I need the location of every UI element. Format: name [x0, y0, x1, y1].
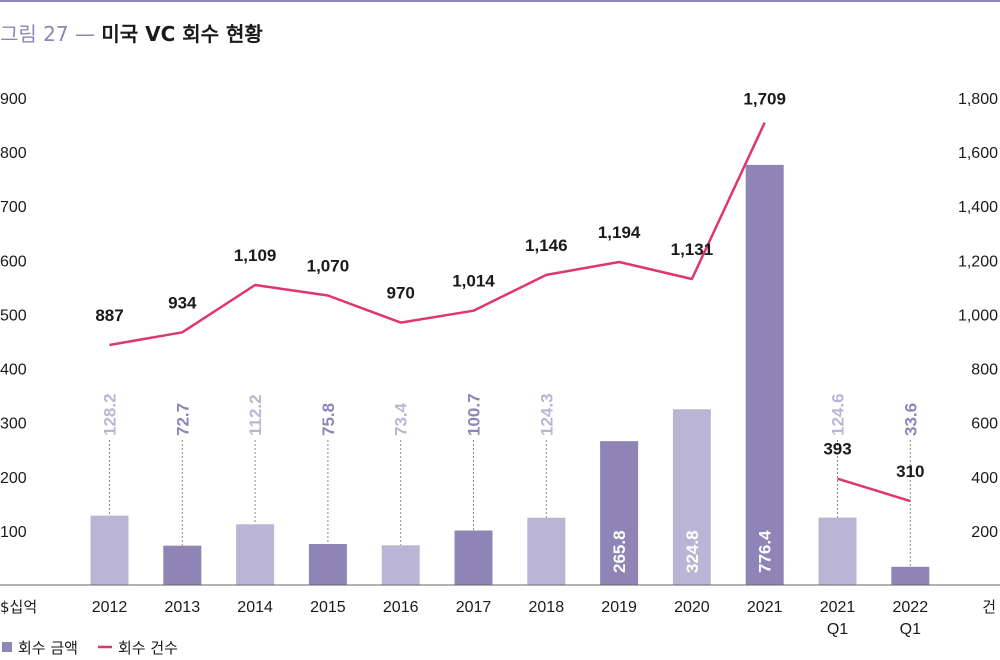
bar: [308, 543, 347, 585]
bar: [163, 545, 202, 585]
right-tick-label: 800: [971, 362, 998, 379]
right-axis: 200 400 600 800 1,000 1,200 1,400 1,600 1,800: [958, 91, 998, 541]
bar-value-label: 33.6: [901, 403, 920, 436]
top-rule: [0, 0, 1000, 2]
line-value-label: 310: [896, 462, 924, 481]
x-tick-label: 2018: [529, 599, 565, 616]
x-tick-label: 2014: [237, 599, 273, 616]
bar-value-labels: 128.2 72.7 112.2 75.8 73.4 100.7 124.3 265.8 324…: [101, 393, 921, 573]
x-tick-label: 2017: [456, 599, 492, 616]
bar-value-label: 128.2: [101, 393, 120, 436]
x-tick-label: 2021: [747, 599, 783, 616]
x-tick-label: Q1: [827, 621, 848, 638]
line-segment: [837, 477, 911, 503]
right-tick-label: 200: [971, 524, 998, 541]
line-value-label: 1,131: [671, 240, 714, 259]
bar: [672, 409, 711, 585]
x-axis: 2012 2013 2014 2015 2016 2017 2018 2019 2020 2021…: [92, 599, 928, 638]
legend-line-label: 회수 건수: [118, 639, 178, 657]
bar-value-label: 100.7: [465, 393, 484, 436]
bar-value-label: 265.8: [610, 530, 629, 573]
bar: [454, 530, 493, 585]
left-tick-label: 900: [0, 91, 27, 108]
x-tick-label: 2019: [601, 599, 637, 616]
left-tick-label: 200: [0, 470, 27, 487]
bar: [527, 517, 566, 585]
line-value-label: 393: [823, 440, 851, 459]
x-tick-label: 2012: [92, 599, 128, 616]
bar-value-label: 124.6: [829, 393, 848, 436]
right-tick-label: 1,800: [958, 91, 998, 108]
x-tick-label: Q1: [900, 621, 921, 638]
bar: [891, 566, 930, 585]
title-dash: —: [74, 22, 95, 46]
left-tick-label: 600: [0, 253, 27, 270]
bar-value-label: 72.7: [173, 403, 192, 436]
bar-value-label: 112.2: [246, 394, 265, 436]
legend-bar-marker: [2, 642, 12, 652]
line-value-label: 1,146: [525, 236, 568, 255]
right-tick-label: 1,000: [958, 307, 998, 324]
bar: [600, 441, 639, 585]
bar-value-label: 75.8: [319, 403, 338, 436]
label-guides: [109, 440, 911, 567]
line-value-label: 1,014: [452, 272, 495, 291]
bar: [90, 515, 129, 585]
bar-value-label: 124.3: [537, 393, 556, 436]
x-tick-label: 2020: [674, 599, 710, 616]
left-tick-label: 700: [0, 199, 27, 216]
right-tick-label: 400: [971, 470, 998, 487]
left-tick-label: 100: [0, 524, 27, 541]
x-tick-label: 2013: [165, 599, 201, 616]
chart-title: 미국 VC 회수 현황: [101, 22, 263, 46]
left-tick-label: 800: [0, 145, 27, 162]
line-value-label: 1,109: [234, 246, 277, 265]
left-axis: 100 200 300 400 500 600 700 800 900: [0, 91, 27, 541]
bar-value-label: 324.8: [683, 530, 702, 573]
figure-title: 그림 27 — 미국 VC 회수 현황: [0, 18, 263, 48]
x-tick-label: 2015: [310, 599, 346, 616]
line-value-labels: 887 934 1,109 1,070 970 1,014 1,146 1,194 1,131 1…: [95, 90, 924, 482]
figure-label: 그림 27: [0, 22, 69, 46]
left-axis-unit: $십억: [0, 598, 37, 616]
line-value-label: 970: [387, 284, 415, 303]
right-tick-label: 600: [971, 416, 998, 433]
line-value-label: 1,070: [307, 257, 350, 276]
x-tick-label: 2016: [383, 599, 419, 616]
line-segment: [109, 122, 766, 347]
bar: [381, 545, 420, 585]
bar-series: [90, 164, 930, 585]
line-value-label: 934: [168, 293, 197, 312]
right-tick-label: 1,200: [958, 253, 998, 270]
left-tick-label: 300: [0, 416, 27, 433]
line-value-label: 1,194: [598, 223, 641, 242]
line-value-label: 887: [95, 306, 123, 325]
line-series: [109, 122, 911, 503]
bar: [236, 524, 275, 585]
right-tick-label: 1,400: [958, 199, 998, 216]
legend-bar-label: 회수 금액: [18, 639, 78, 657]
line-value-label: 1,709: [743, 90, 786, 109]
bar: [818, 517, 857, 585]
x-tick-label: 2022: [893, 599, 929, 616]
bar-value-label: 73.4: [392, 402, 411, 436]
left-tick-label: 400: [0, 362, 27, 379]
bar: [745, 164, 784, 585]
left-tick-label: 500: [0, 307, 27, 324]
right-tick-label: 1,600: [958, 145, 998, 162]
legend: 회수 금액 회수 건수: [2, 639, 178, 657]
right-axis-unit: 건: [982, 598, 996, 616]
bar-value-label: 776.4: [756, 530, 775, 573]
x-tick-label: 2021: [820, 599, 856, 616]
